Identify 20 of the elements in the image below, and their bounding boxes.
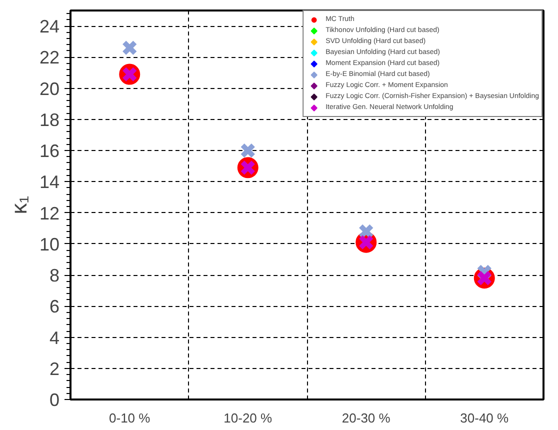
point (240, 142, 256, 158)
y-tick-label: 8 (49, 266, 60, 286)
y-tick-label: 20 (39, 78, 60, 99)
y-axis-title: κ₁ (6, 196, 32, 214)
y-tick-label: 14 (39, 172, 60, 192)
y-tick-label: 12 (39, 203, 60, 224)
x-tick-label: 0-10 % (109, 410, 151, 426)
y-tick-label: 2 (49, 358, 60, 379)
y-tick-label: 6 (49, 296, 60, 317)
y-tick-label: 16 (39, 141, 60, 162)
x-tick-label: 20-30 % (342, 410, 391, 426)
y-tick-label: 10 (39, 234, 60, 254)
x-tick-label: 30-40 % (460, 410, 510, 426)
x-tick-label: 10-20 % (224, 410, 273, 426)
y-tick-label: 0 (49, 390, 60, 410)
y-tick-label: 22 (39, 48, 60, 68)
point (122, 40, 138, 56)
y-tick-label: 18 (39, 110, 60, 130)
y-tick-label: 24 (39, 16, 60, 37)
y-tick-label: 4 (49, 328, 60, 348)
